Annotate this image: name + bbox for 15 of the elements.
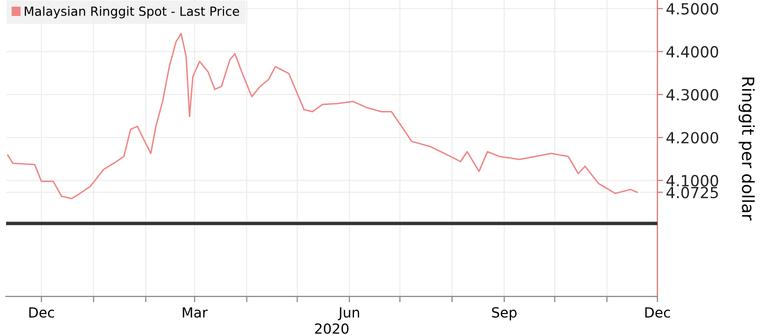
line-series <box>7 32 638 200</box>
y-tick-label: 4.3000 <box>666 88 718 101</box>
x-tick-label: Sep <box>492 307 517 320</box>
y-tick-label: 4.5000 <box>666 3 718 15</box>
x-tick-label: Dec <box>645 307 670 318</box>
y-tick-label: 4.1000 <box>666 174 718 186</box>
legend-label: Malaysian Ringgit Spot - Last Price <box>24 6 240 18</box>
y-axis-title: Ringgit per dollar <box>738 78 755 220</box>
y-tick-label: 4.4000 <box>666 46 718 58</box>
y-tick-label: 4.2000 <box>666 132 718 144</box>
x-tick-label: Mar <box>182 307 208 318</box>
x-axis-title: 2020 <box>315 323 348 334</box>
y-tick-label: 4.0725 <box>666 186 718 198</box>
x-tick-label: Jun <box>338 307 360 320</box>
x-tick-label: Dec <box>29 307 54 318</box>
